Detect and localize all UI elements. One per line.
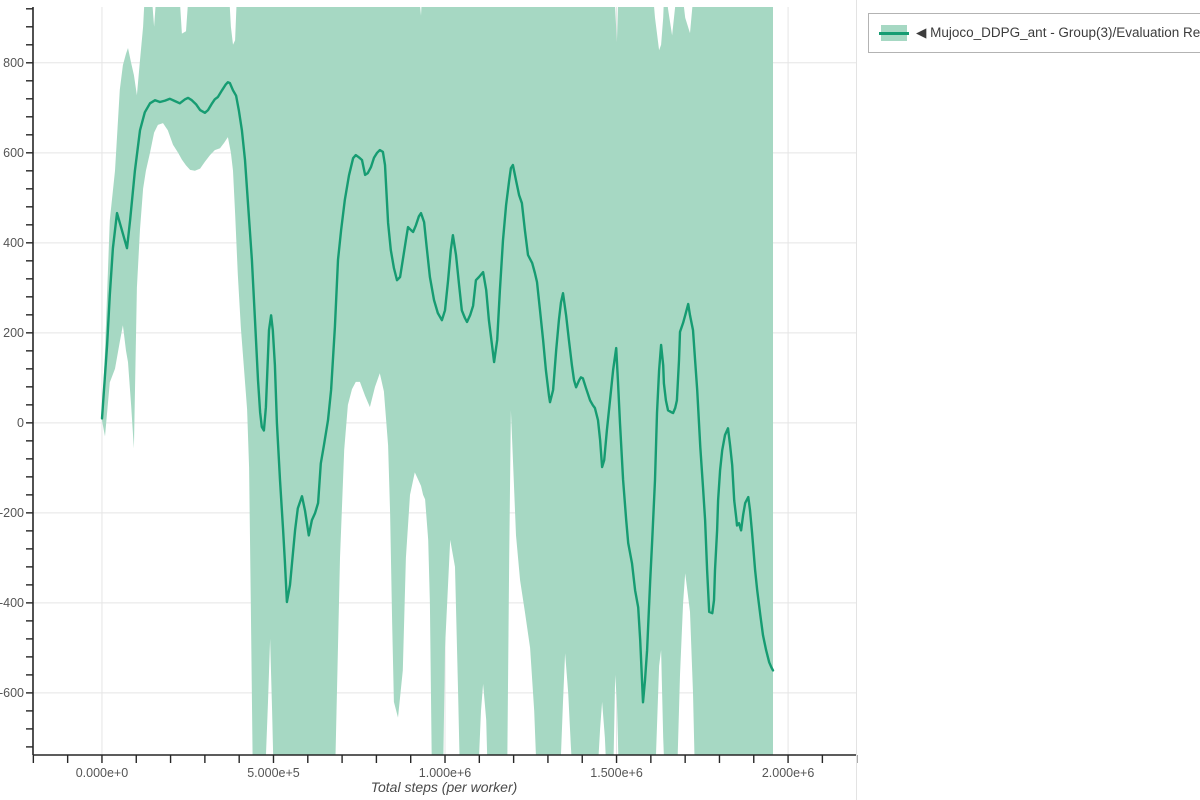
legend-item[interactable]: ◀ Mujoco_DDPG_ant - Group(3)/Evaluation … xyxy=(868,13,1200,53)
tick-labels: 0.000e+0 5.000e+5 1.000e+6 1.500e+6 2.000e+6… xyxy=(0,56,814,780)
svg-text:0: 0 xyxy=(17,416,24,430)
svg-text:400: 400 xyxy=(3,236,24,250)
svg-text:2.000e+6: 2.000e+6 xyxy=(762,766,815,780)
svg-text:0.000e+0: 0.000e+0 xyxy=(76,766,129,780)
axis-ticks xyxy=(26,8,858,763)
reward-line xyxy=(100,80,775,704)
svg-text:600: 600 xyxy=(3,146,24,160)
legend-swatch-icon xyxy=(879,25,909,41)
confidence-band xyxy=(102,7,773,755)
svg-text:-600: -600 xyxy=(0,686,24,700)
x-axis-title: Total steps (per worker) xyxy=(370,779,518,795)
svg-text:200: 200 xyxy=(3,326,24,340)
legend-label: ◀ Mujoco_DDPG_ant - Group(3)/Evaluation … xyxy=(916,25,1200,40)
svg-text:1.500e+6: 1.500e+6 xyxy=(590,766,643,780)
svg-text:5.000e+5: 5.000e+5 xyxy=(247,766,300,780)
panel-divider xyxy=(856,0,857,800)
svg-text:-200: -200 xyxy=(0,506,24,520)
svg-text:1.000e+6: 1.000e+6 xyxy=(419,766,472,780)
svg-text:800: 800 xyxy=(3,56,24,70)
svg-text:-400: -400 xyxy=(0,596,24,610)
